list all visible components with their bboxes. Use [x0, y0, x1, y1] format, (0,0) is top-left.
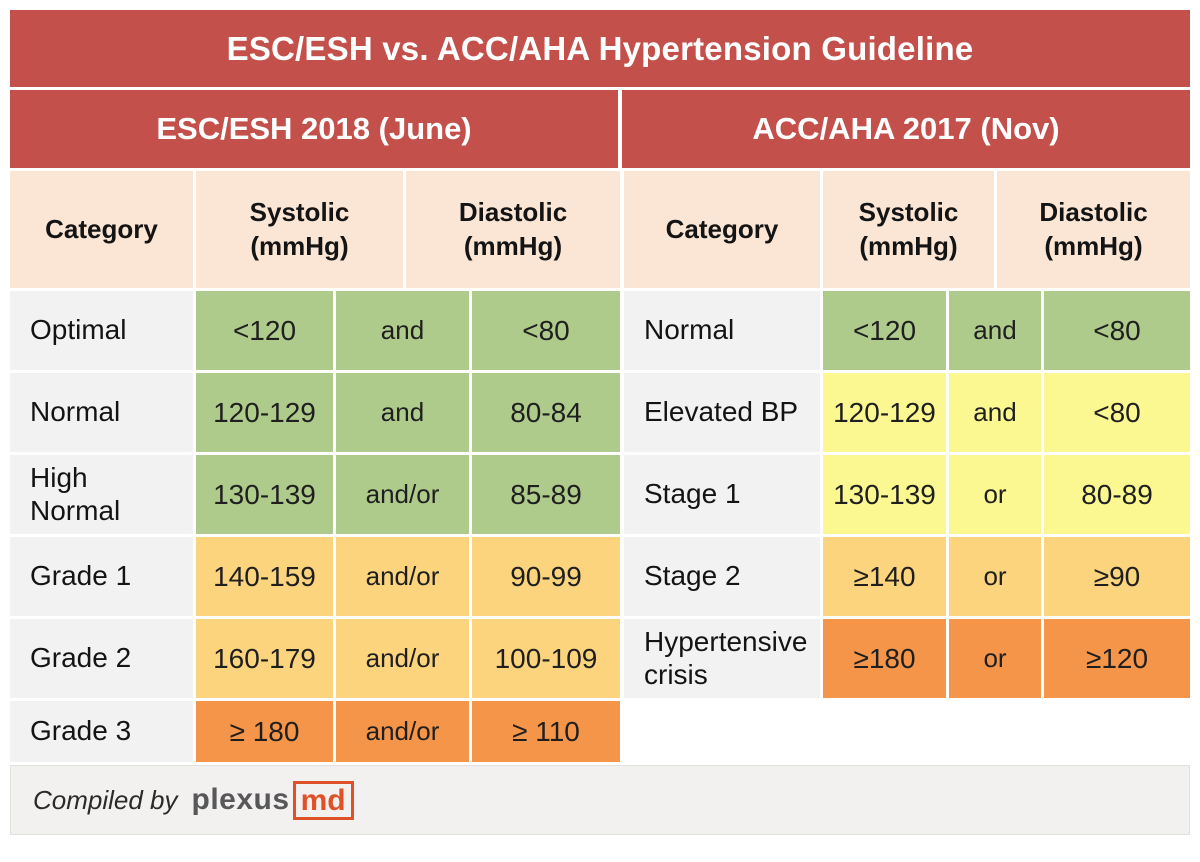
- systolic-cell: <120: [196, 291, 336, 373]
- table-row: Optimal <120 and <80 Normal <120 and <80: [10, 291, 1190, 373]
- esc-category-header: Category: [10, 171, 196, 291]
- conjunction-cell: and: [949, 373, 1044, 455]
- conjunction-cell: and: [336, 291, 472, 373]
- acc-aha-header: ACC/AHA 2017 (Nov): [622, 90, 1190, 168]
- diastolic-cell: ≥120: [1044, 619, 1190, 701]
- table-row: High Normal 130-139 and/or 85-89 Stage 1…: [10, 455, 1190, 537]
- guideline-header-row: ESC/ESH 2018 (June) ACC/AHA 2017 (Nov): [10, 90, 1190, 168]
- systolic-cell: 140-159: [196, 537, 336, 619]
- category-cell: Stage 2: [624, 537, 823, 619]
- table-row: Grade 2 160-179 and/or 100-109 Hypertens…: [10, 619, 1190, 701]
- empty-cell: [624, 701, 1190, 765]
- esc-diastolic-header: Diastolic (mmHg): [406, 171, 620, 291]
- diastolic-cell: 80-84: [472, 373, 620, 455]
- diastolic-cell: 90-99: [472, 537, 620, 619]
- diastolic-cell: <80: [472, 291, 620, 373]
- acc-category-header: Category: [624, 171, 823, 291]
- systolic-cell: ≥140: [823, 537, 949, 619]
- conjunction-cell: and/or: [336, 701, 472, 765]
- plexusmd-logo: plexus md: [191, 780, 354, 820]
- systolic-cell: 120-129: [196, 373, 336, 455]
- esc-esh-header: ESC/ESH 2018 (June): [10, 90, 618, 168]
- diastolic-cell: <80: [1044, 373, 1190, 455]
- conjunction-cell: and/or: [336, 619, 472, 701]
- conjunction-cell: or: [949, 537, 1044, 619]
- category-cell: Elevated BP: [624, 373, 823, 455]
- category-cell: Grade 1: [10, 537, 196, 619]
- diastolic-cell: ≥90: [1044, 537, 1190, 619]
- systolic-cell: <120: [823, 291, 949, 373]
- acc-diastolic-header: Diastolic (mmHg): [997, 171, 1190, 291]
- diastolic-cell: 100-109: [472, 619, 620, 701]
- acc-systolic-header: Systolic (mmHg): [823, 171, 997, 291]
- esc-systolic-header: Systolic (mmHg): [196, 171, 406, 291]
- category-cell: Normal: [10, 373, 196, 455]
- category-cell: Normal: [624, 291, 823, 373]
- logo-plexus-text: plexus: [191, 783, 290, 816]
- conjunction-cell: or: [949, 455, 1044, 537]
- table-row: Grade 3 ≥ 180 and/or ≥ 110: [10, 701, 1190, 765]
- conjunction-cell: and/or: [336, 537, 472, 619]
- column-header-row: Category Systolic (mmHg) Diastolic (mmHg…: [10, 171, 1190, 291]
- conjunction-cell: or: [949, 619, 1044, 701]
- systolic-cell: 160-179: [196, 619, 336, 701]
- category-cell: Grade 3: [10, 701, 196, 765]
- category-cell: Stage 1: [624, 455, 823, 537]
- systolic-cell: ≥180: [823, 619, 949, 701]
- esc-column-headers: Category Systolic (mmHg) Diastolic (mmHg…: [10, 171, 620, 291]
- conjunction-cell: and/or: [336, 455, 472, 537]
- conjunction-cell: and: [336, 373, 472, 455]
- table-row: Grade 1 140-159 and/or 90-99 Stage 2 ≥14…: [10, 537, 1190, 619]
- diastolic-cell: <80: [1044, 291, 1190, 373]
- systolic-cell: 120-129: [823, 373, 949, 455]
- systolic-cell: ≥ 180: [196, 701, 336, 765]
- title-bar: ESC/ESH vs. ACC/AHA Hypertension Guideli…: [10, 10, 1190, 87]
- footer-bar: Compiled by plexus md: [10, 765, 1190, 835]
- category-cell: Optimal: [10, 291, 196, 373]
- acc-column-headers: Category Systolic (mmHg) Diastolic (mmHg…: [624, 171, 1190, 291]
- conjunction-cell: and: [949, 291, 1044, 373]
- category-cell: Hypertensive crisis: [624, 619, 823, 701]
- diastolic-cell: 80-89: [1044, 455, 1190, 537]
- category-cell: High Normal: [10, 455, 196, 537]
- diastolic-cell: 85-89: [472, 455, 620, 537]
- compiled-by-label: Compiled by: [33, 784, 178, 815]
- page-title: ESC/ESH vs. ACC/AHA Hypertension Guideli…: [226, 29, 974, 67]
- diastolic-cell: ≥ 110: [472, 701, 620, 765]
- hypertension-guideline-table: ESC/ESH vs. ACC/AHA Hypertension Guideli…: [10, 10, 1190, 835]
- logo-md-badge: md: [292, 780, 354, 820]
- systolic-cell: 130-139: [823, 455, 949, 537]
- category-cell: Grade 2: [10, 619, 196, 701]
- systolic-cell: 130-139: [196, 455, 336, 537]
- table-row: Normal 120-129 and 80-84 Elevated BP 120…: [10, 373, 1190, 455]
